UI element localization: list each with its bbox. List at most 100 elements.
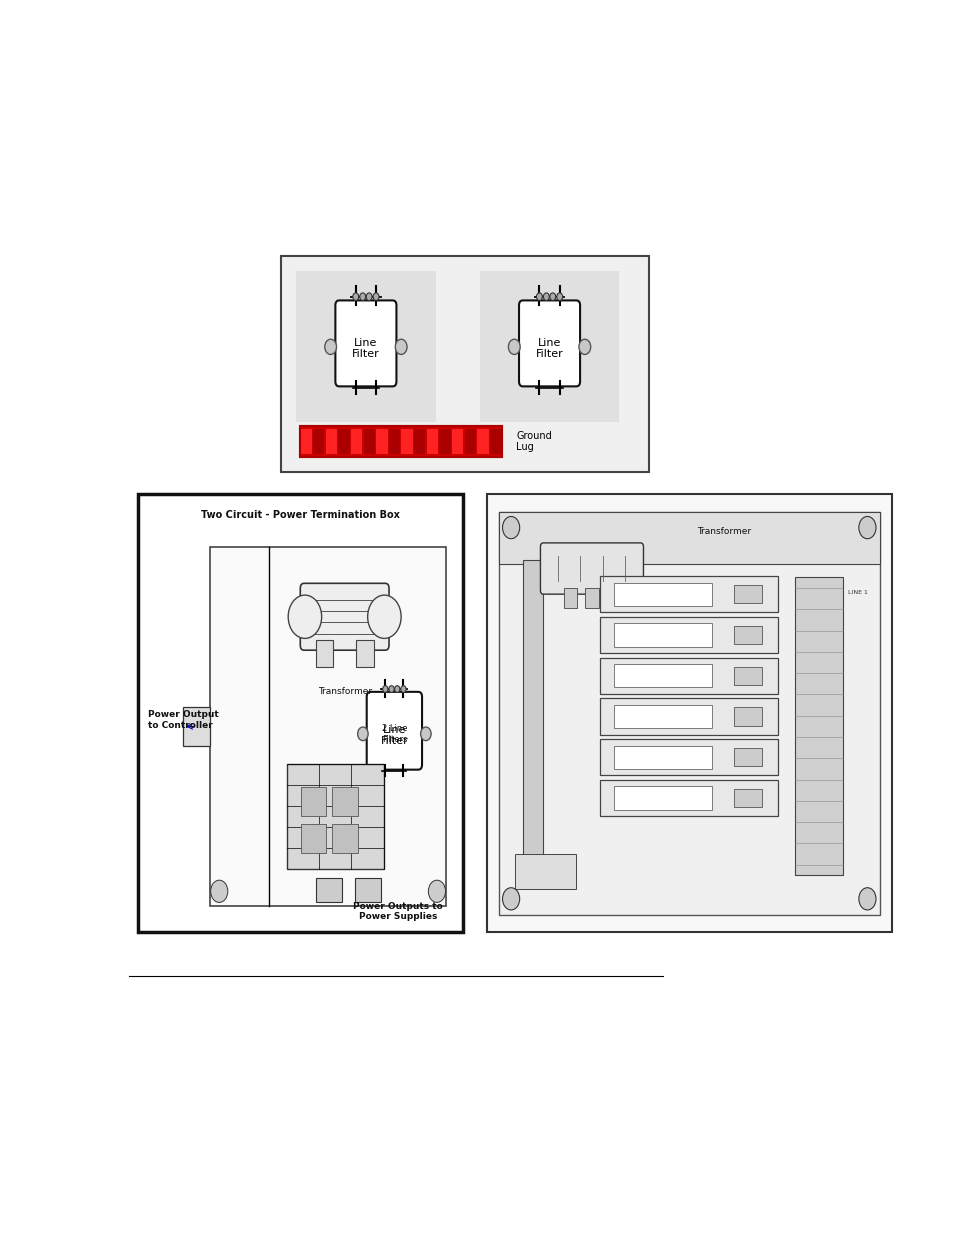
Bar — [733, 626, 761, 643]
Circle shape — [367, 595, 400, 638]
Bar — [295, 270, 436, 422]
Bar — [325, 429, 336, 454]
Bar — [733, 789, 761, 808]
Bar — [375, 429, 387, 454]
Text: 2 Line
Filters: 2 Line Filters — [381, 724, 407, 743]
Text: Transformer: Transformer — [317, 687, 372, 697]
Bar — [315, 878, 342, 902]
Bar — [606, 588, 619, 608]
Circle shape — [502, 516, 519, 538]
Circle shape — [211, 881, 228, 903]
Bar — [300, 429, 312, 454]
Bar — [614, 787, 712, 810]
Bar — [414, 429, 425, 454]
FancyBboxPatch shape — [300, 583, 389, 650]
Bar — [614, 705, 712, 729]
Bar — [438, 429, 450, 454]
Bar — [363, 429, 375, 454]
Circle shape — [502, 888, 519, 910]
Bar — [498, 511, 879, 564]
Text: Transformer: Transformer — [697, 527, 751, 536]
Text: Line
Filter: Line Filter — [352, 338, 379, 359]
Bar — [301, 824, 326, 853]
Circle shape — [288, 595, 321, 638]
Bar — [614, 746, 712, 769]
Bar — [522, 559, 543, 879]
Text: Two Circuit - Power Termination Box: Two Circuit - Power Termination Box — [201, 510, 399, 520]
Bar — [301, 787, 326, 816]
Bar — [733, 585, 761, 603]
Circle shape — [382, 685, 388, 693]
Circle shape — [389, 685, 394, 693]
Bar — [515, 853, 576, 889]
Circle shape — [357, 727, 368, 741]
Bar — [599, 576, 778, 613]
Bar — [489, 429, 500, 454]
Bar — [479, 270, 618, 422]
Circle shape — [428, 881, 445, 903]
Text: Power Outputs to
Power Supplies: Power Outputs to Power Supplies — [353, 902, 442, 921]
Circle shape — [366, 293, 372, 300]
Bar — [614, 583, 712, 606]
Circle shape — [395, 340, 407, 354]
Circle shape — [359, 293, 365, 300]
FancyBboxPatch shape — [518, 300, 579, 387]
Circle shape — [508, 340, 519, 354]
Text: Line
Filter: Line Filter — [380, 725, 408, 746]
Bar — [389, 429, 399, 454]
Circle shape — [858, 888, 875, 910]
Bar — [351, 429, 362, 454]
Bar — [401, 429, 413, 454]
Bar — [599, 657, 778, 694]
Bar — [356, 640, 374, 667]
Circle shape — [400, 685, 406, 693]
Bar — [599, 739, 778, 776]
Bar — [338, 429, 350, 454]
Bar — [355, 878, 380, 902]
Bar — [599, 616, 778, 653]
Bar — [498, 511, 879, 915]
Bar — [138, 494, 462, 932]
Bar — [286, 763, 383, 869]
Circle shape — [353, 293, 358, 300]
Bar — [599, 779, 778, 816]
Bar — [794, 577, 842, 876]
Circle shape — [536, 293, 541, 300]
Bar — [614, 624, 712, 647]
Bar — [281, 256, 648, 472]
Circle shape — [557, 293, 562, 300]
Circle shape — [858, 516, 875, 538]
Bar — [464, 429, 476, 454]
FancyBboxPatch shape — [335, 300, 396, 387]
Circle shape — [543, 293, 549, 300]
Bar — [313, 429, 324, 454]
Bar — [332, 824, 357, 853]
Bar — [183, 706, 210, 746]
Bar — [733, 708, 761, 726]
Bar — [299, 426, 501, 457]
Text: Power Output
to Controller: Power Output to Controller — [148, 710, 218, 730]
Bar — [733, 748, 761, 767]
Text: Line
Filter: Line Filter — [536, 338, 563, 359]
Bar — [585, 588, 598, 608]
Circle shape — [578, 340, 590, 354]
Text: Ground
Lug: Ground Lug — [516, 431, 552, 452]
Circle shape — [420, 727, 431, 741]
Bar — [563, 588, 577, 608]
Text: LINE 1: LINE 1 — [847, 589, 867, 595]
Bar — [332, 787, 357, 816]
Bar — [486, 494, 891, 932]
Bar — [299, 426, 501, 457]
FancyBboxPatch shape — [539, 543, 642, 594]
Bar — [599, 698, 778, 735]
Bar — [452, 429, 463, 454]
Circle shape — [395, 685, 399, 693]
Bar — [315, 640, 333, 667]
Circle shape — [549, 293, 555, 300]
Bar — [210, 547, 446, 906]
Bar — [426, 429, 437, 454]
Bar — [733, 667, 761, 685]
FancyBboxPatch shape — [366, 692, 421, 769]
Bar — [476, 429, 488, 454]
Circle shape — [373, 293, 378, 300]
